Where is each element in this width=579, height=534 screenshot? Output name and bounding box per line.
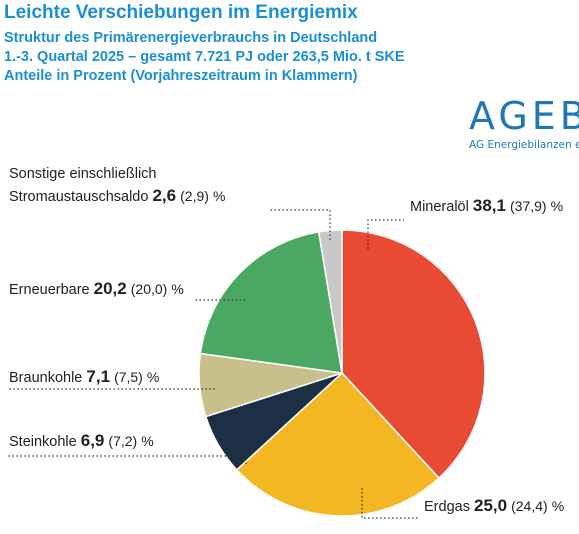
pie-slice-4: [199, 231, 343, 374]
leader-line-0: [367, 219, 404, 249]
slice-prev-value: (7,5): [114, 369, 143, 385]
slice-unit: %: [212, 188, 226, 204]
slice-value: 38,1: [472, 196, 506, 215]
slice-value: 6,9: [80, 431, 105, 450]
ageb-logo: AGEB: [469, 94, 579, 138]
slice-name: Erneuerbare: [9, 282, 90, 298]
slice-value: 7,1: [86, 367, 111, 386]
slice-unit: %: [171, 281, 184, 297]
slice-prev-value: (37,9): [510, 198, 547, 214]
pie-slice-5: [317, 229, 343, 374]
slice-value: 25,0: [473, 496, 508, 515]
slice-label-steinkohle: Steinkohle 6,9 (7,2) %: [9, 431, 154, 452]
slice-name: Mineralöl: [410, 199, 469, 215]
slice-value: 2,6: [152, 186, 177, 205]
slice-name: Stromaustauschsaldo: [9, 189, 149, 205]
slice-label-erdgas: Erdgas 25,0 (24,4) %: [424, 496, 564, 517]
slice-label-mineraloel: Mineralöl 38,1 (37,9) %: [410, 196, 563, 217]
slice-prev-value: (20,0): [130, 281, 168, 297]
slice-name: Steinkohle: [9, 434, 77, 450]
slice-label-erneuerbare: Erneuerbare 20,2 (20,0) %: [9, 279, 184, 300]
slice-unit: %: [550, 198, 564, 214]
chart-title: Leichte Verschiebungen im Energiemix: [4, 2, 358, 23]
slice-unit: %: [146, 369, 160, 385]
slice-prev-value: (7,2): [108, 433, 138, 449]
pie-slice-0: [341, 229, 486, 480]
slice-value: 20,2: [93, 279, 127, 298]
slice-name: Braunkohle: [9, 370, 83, 386]
slice-prev-value: (24,4): [511, 498, 548, 514]
slice-prev-value: (2,9): [180, 188, 209, 204]
slice-name: Sonstige einschließlich: [9, 166, 157, 182]
slice-label-sonstige-line1: Sonstige einschließlich: [9, 164, 157, 184]
leader-line-1: [361, 488, 420, 519]
chart-subtitle-period: 1.-3. Quartal 2025 – gesamt 7.721 PJ ode…: [4, 49, 405, 65]
slice-unit: %: [551, 498, 565, 514]
pie-slice-1: [235, 371, 441, 517]
leader-line-3: [8, 388, 215, 390]
slice-label-braunkohle: Braunkohle 7,1 (7,5) %: [9, 367, 159, 388]
leader-line-2: [8, 455, 247, 464]
slice-unit: %: [141, 433, 154, 449]
slice-label-sonstige: Stromaustauschsaldo 2,6 (2,9) %: [9, 186, 225, 207]
chart-subtitle-shares: Anteile in Prozent (Vorjahreszeitraum in…: [4, 68, 358, 84]
ageb-logo-subtitle: AG Energiebilanzen e.V.: [469, 139, 579, 151]
chart-subtitle-structure: Struktur des Primärenergieverbrauchs in …: [4, 30, 378, 46]
slice-name: Erdgas: [424, 499, 470, 515]
